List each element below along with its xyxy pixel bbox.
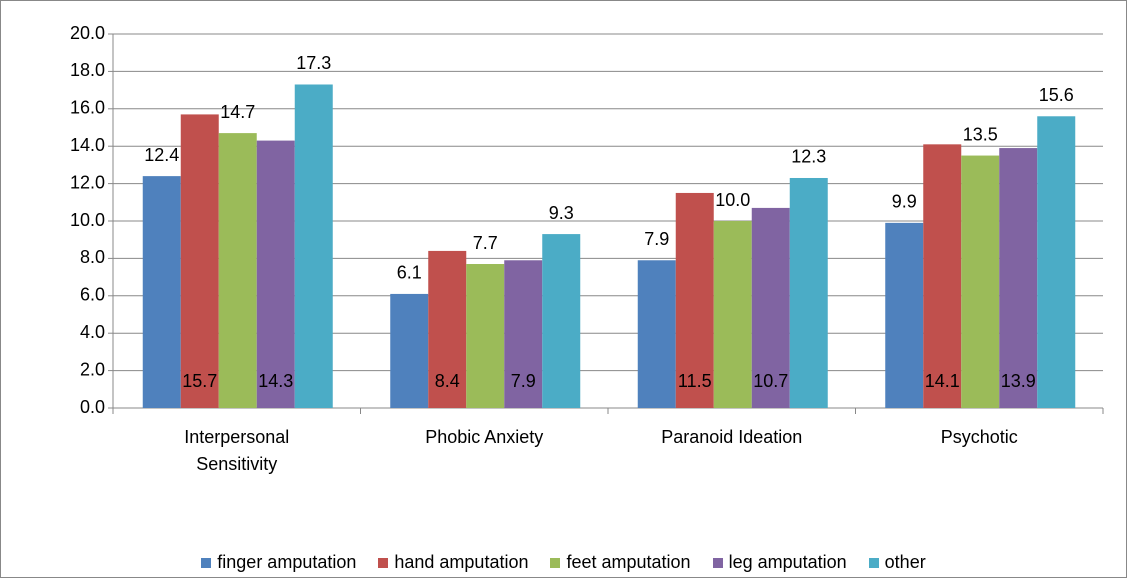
x-tick-label: Psychotic (940, 427, 1018, 447)
bar (180, 114, 219, 408)
data-label: 13.9 (1001, 371, 1036, 391)
data-label: 14.3 (258, 371, 293, 391)
data-label: 14.7 (220, 102, 255, 122)
x-tick-label: Paranoid Ideation (661, 427, 803, 447)
bar (142, 176, 181, 408)
data-label: 12.4 (144, 145, 179, 165)
data-label: 14.1 (925, 371, 960, 391)
y-tick-label: 20.0 (70, 23, 105, 43)
bar (256, 140, 295, 408)
bar (466, 264, 505, 408)
data-label: 9.3 (549, 203, 574, 223)
bar (542, 234, 581, 408)
data-label: 12.3 (791, 147, 826, 167)
data-label: 7.7 (473, 233, 498, 253)
legend-label: leg amputation (728, 552, 847, 572)
data-label: 10.7 (753, 371, 788, 391)
data-label: 8.4 (435, 371, 460, 391)
bar (1037, 116, 1076, 408)
x-tick-label: Interpersonal Sensitivity (184, 427, 290, 474)
y-tick-label: 4.0 (80, 322, 105, 342)
bar (504, 260, 543, 408)
legend-label: other (884, 552, 926, 572)
y-tick-label: 0.0 (80, 397, 105, 417)
data-label: 6.1 (397, 263, 422, 283)
bar (428, 250, 467, 408)
y-tick-label: 12.0 (70, 172, 105, 192)
legend-swatch (201, 557, 212, 568)
legend-swatch (550, 557, 561, 568)
bar (713, 221, 752, 408)
data-label: 7.9 (511, 371, 536, 391)
x-tick-label: Phobic Anxiety (425, 427, 544, 447)
legend-swatch (712, 557, 723, 568)
data-label: 10.0 (715, 190, 750, 210)
legend-item: other (868, 552, 926, 573)
bar (999, 148, 1038, 408)
legend-swatch (378, 557, 389, 568)
y-tick-label: 10.0 (70, 210, 105, 230)
bar (675, 192, 714, 408)
bar (789, 177, 828, 408)
y-tick-label: 8.0 (80, 247, 105, 267)
y-tick-label: 16.0 (70, 98, 105, 118)
y-tick-label: 2.0 (80, 359, 105, 379)
bar (923, 144, 962, 408)
legend-item: hand amputation (378, 552, 528, 573)
legend-label: feet amputation (566, 552, 691, 572)
legend-label: hand amputation (394, 552, 529, 572)
data-label: 13.5 (963, 124, 998, 144)
bar (390, 293, 429, 408)
y-tick-label: 18.0 (70, 60, 105, 80)
bar (751, 207, 790, 408)
data-label: 17.3 (296, 53, 331, 73)
bar (637, 260, 676, 408)
bar (294, 84, 333, 409)
legend: finger amputation hand amputation feet amp… (0, 552, 1127, 573)
legend-label: finger amputation (217, 552, 357, 572)
y-tick-label: 14.0 (70, 135, 105, 155)
data-label: 15.7 (182, 371, 217, 391)
bar (885, 222, 924, 408)
data-label: 11.5 (678, 371, 712, 391)
legend-swatch (868, 557, 879, 568)
legend-item: feet amputation (550, 552, 691, 573)
data-label: 15.6 (1039, 85, 1074, 105)
legend-item: leg amputation (712, 552, 847, 573)
data-label: 7.9 (644, 229, 669, 249)
y-tick-label: 6.0 (80, 285, 105, 305)
legend-item: finger amputation (201, 552, 356, 573)
data-label: 9.9 (892, 192, 917, 212)
bar (218, 133, 257, 409)
bar (961, 155, 1000, 408)
